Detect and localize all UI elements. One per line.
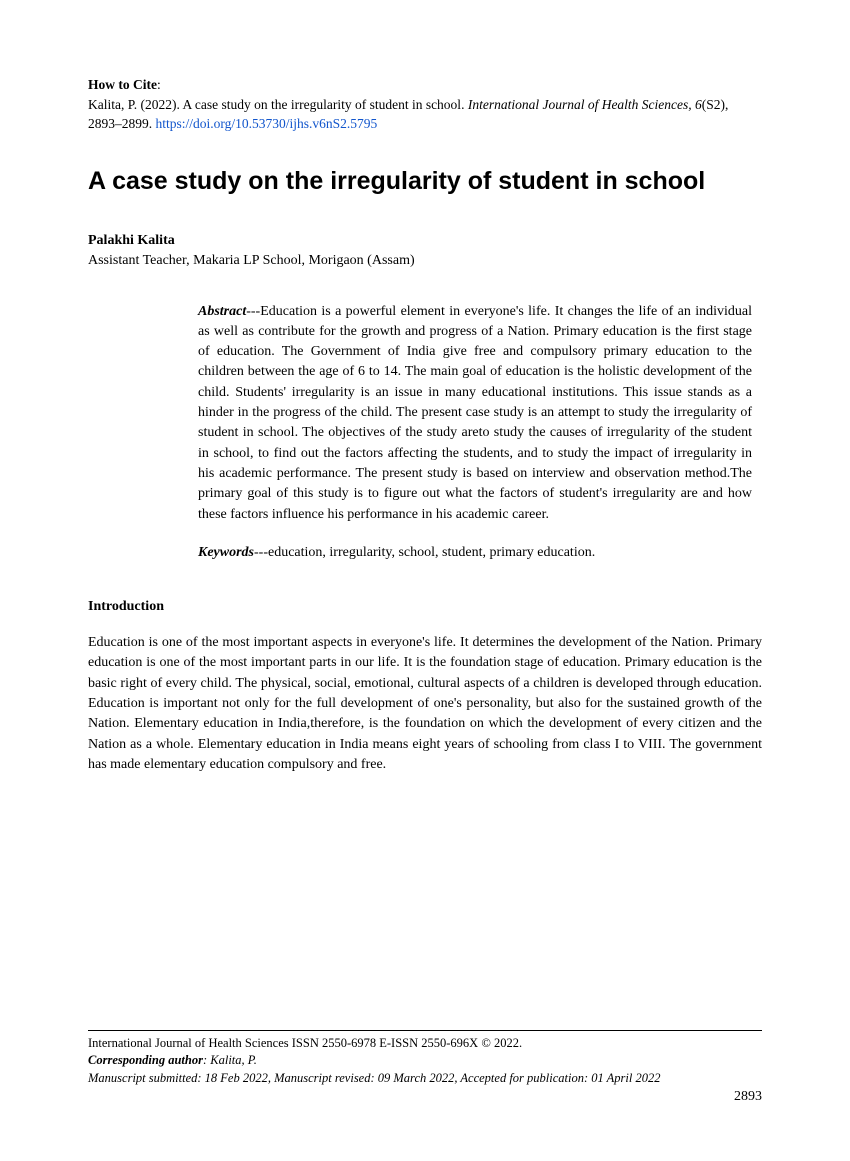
footer-corresponding-author: Corresponding author: Kalita, P. <box>88 1052 762 1070</box>
corr-value: : Kalita, P. <box>203 1053 257 1067</box>
cite-label: How to Cite <box>88 77 157 92</box>
footer-journal-line: International Journal of Health Sciences… <box>88 1035 762 1053</box>
abstract-text: ---Education is a powerful element in ev… <box>198 304 752 522</box>
abstract-block: Abstract---Education is a powerful eleme… <box>198 302 752 525</box>
footer-manuscript-line: Manuscript submitted: 18 Feb 2022, Manus… <box>88 1070 762 1088</box>
author-block: Palakhi Kalita Assistant Teacher, Makari… <box>88 231 762 272</box>
footer-rule <box>88 1030 762 1031</box>
keywords-block: Keywords---education, irregularity, scho… <box>198 543 752 563</box>
cite-colon: : <box>157 77 161 92</box>
corr-label: Corresponding author <box>88 1053 203 1067</box>
abstract-label: Abstract <box>198 304 246 319</box>
keywords-text: ---education, irregularity, school, stud… <box>254 545 595 560</box>
section-heading-introduction: Introduction <box>88 599 762 615</box>
keywords-label: Keywords <box>198 545 254 560</box>
cite-text-prefix: Kalita, P. (2022). A case study on the i… <box>88 97 468 112</box>
page-footer: International Journal of Health Sciences… <box>88 1030 762 1106</box>
introduction-paragraph: Education is one of the most important a… <box>88 633 762 775</box>
page-number: 2893 <box>88 1089 762 1105</box>
citation-block: How to Cite: Kalita, P. (2022). A case s… <box>88 75 762 134</box>
article-title: A case study on the irregularity of stud… <box>88 166 762 197</box>
cite-journal: International Journal of Health Sciences… <box>468 97 702 112</box>
author-name: Palakhi Kalita <box>88 231 762 251</box>
author-affiliation: Assistant Teacher, Makaria LP School, Mo… <box>88 251 762 271</box>
doi-link[interactable]: https://doi.org/10.53730/ijhs.v6nS2.5795 <box>156 116 378 131</box>
